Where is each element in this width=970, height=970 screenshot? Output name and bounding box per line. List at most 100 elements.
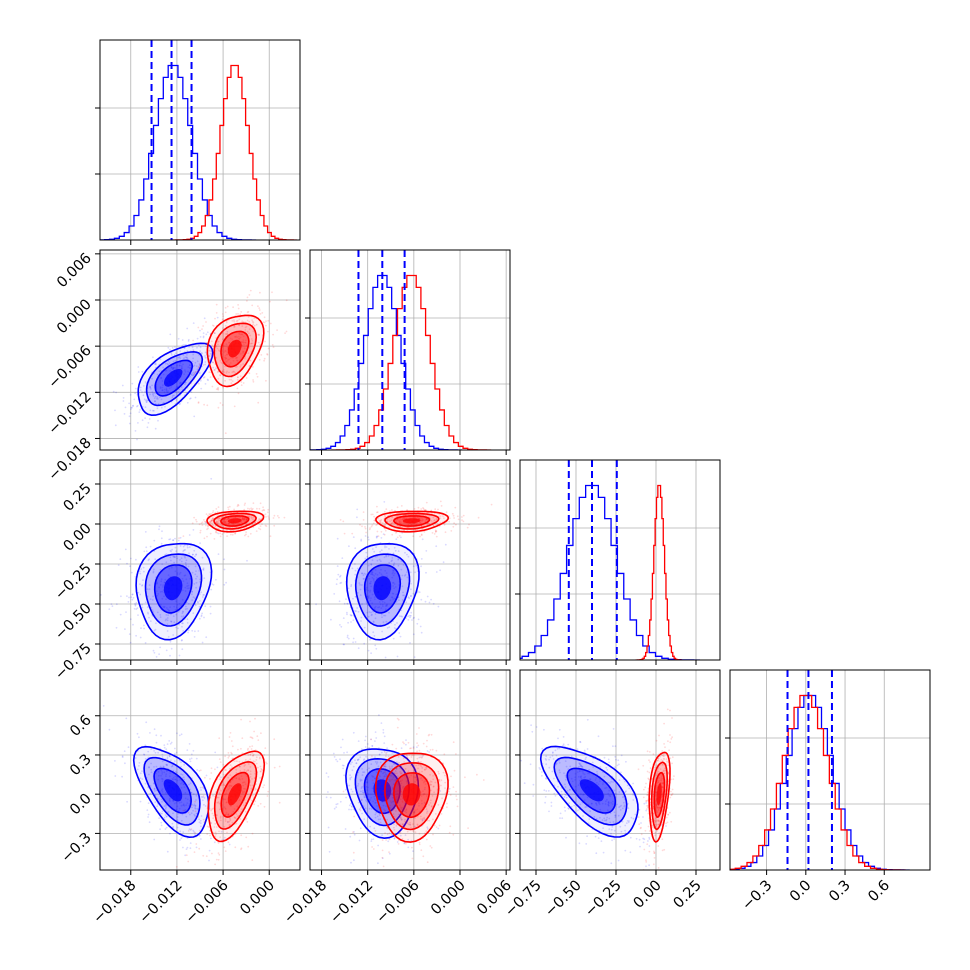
scatter-point [395, 796, 398, 798]
scatter-point [173, 605, 176, 608]
scatter-point [222, 521, 225, 523]
scatter-point [201, 524, 204, 526]
scatter-point [144, 744, 147, 747]
scatter-point [136, 438, 138, 441]
scatter-point [162, 584, 165, 586]
scatter-point [249, 754, 252, 756]
scatter-point [398, 793, 401, 795]
scatter-point [258, 334, 260, 336]
scatter-point [175, 600, 178, 603]
scatter-point [357, 758, 360, 761]
scatter-point [254, 772, 256, 775]
scatter-point [360, 787, 363, 789]
scatter-point [364, 535, 367, 537]
scatter-point [541, 747, 544, 750]
scatter-point [210, 588, 213, 591]
scatter-point [399, 830, 401, 833]
scatter-point [373, 515, 375, 518]
scatter-point [598, 801, 601, 804]
scatter-point [134, 603, 136, 605]
scatter-point [231, 533, 234, 536]
joint-3-2 [520, 708, 675, 870]
scatter-point [192, 349, 195, 351]
scatter-point [224, 324, 227, 327]
scatter-point [260, 732, 262, 735]
scatter-point [215, 345, 218, 348]
scatter-point [356, 607, 359, 609]
scatter-point [197, 365, 200, 368]
scatter-point [652, 863, 655, 866]
scatter-point [341, 764, 344, 767]
scatter-point [655, 791, 658, 794]
scatter-point [407, 555, 410, 558]
scatter-point [124, 762, 126, 765]
scatter-point [414, 776, 417, 778]
scatter-point [654, 820, 657, 822]
scatter-point [152, 595, 155, 598]
scatter-point [405, 842, 407, 845]
scatter-point [144, 757, 147, 760]
scatter-point [482, 779, 485, 781]
scatter-point [232, 370, 235, 373]
scatter-point [219, 816, 222, 819]
scatter-point [233, 516, 236, 519]
scatter-point [246, 296, 249, 299]
scatter-point [585, 805, 588, 808]
scatter-point [228, 522, 231, 525]
scatter-point [199, 379, 202, 382]
scatter-point [360, 620, 362, 622]
scatter-point [249, 770, 252, 773]
scatter-point [403, 761, 406, 763]
scatter-point [220, 784, 223, 787]
scatter-point [213, 538, 216, 540]
scatter-point [411, 523, 414, 526]
scatter-point [374, 613, 377, 615]
scatter-point [613, 838, 616, 840]
y-tick-label: 0.3 [67, 751, 95, 779]
scatter-point [199, 531, 202, 534]
scatter-point [191, 346, 194, 349]
scatter-point [222, 315, 225, 318]
scatter-point [205, 521, 207, 524]
scatter-point [418, 517, 421, 520]
scatter-point [412, 747, 415, 750]
scatter-point [148, 773, 150, 776]
scatter-point [467, 827, 469, 829]
scatter-point [647, 840, 649, 842]
scatter-point [216, 766, 219, 769]
scatter-point [603, 819, 606, 822]
scatter-point [439, 500, 442, 503]
scatter-point [621, 807, 624, 810]
scatter-point [419, 521, 422, 524]
scatter-point [217, 521, 219, 523]
scatter-point [125, 717, 128, 720]
scatter-point [622, 801, 625, 804]
scatter-point [392, 813, 395, 815]
scatter-point [612, 781, 614, 783]
scatter-point [214, 526, 216, 528]
scatter-point [201, 596, 204, 598]
scatter-point [185, 356, 188, 359]
scatter-point [394, 623, 396, 626]
scatter-point [405, 809, 408, 811]
contour-red [402, 518, 421, 524]
scatter-point [241, 778, 244, 780]
scatter-point [452, 525, 455, 528]
scatter-point [228, 824, 231, 826]
scatter-point [370, 563, 373, 566]
scatter-point [230, 533, 232, 536]
scatter-point [439, 569, 441, 572]
scatter-point [327, 791, 329, 793]
scatter-point [227, 776, 230, 779]
scatter-point [360, 779, 363, 781]
scatter-point [350, 776, 353, 779]
scatter-point [126, 562, 128, 565]
scatter-point [253, 324, 256, 327]
scatter-point [174, 608, 177, 611]
scatter-point [185, 565, 188, 567]
scatter-point [375, 737, 378, 739]
scatter-point [551, 755, 554, 757]
scatter-point [193, 372, 196, 374]
scatter-point [389, 510, 391, 513]
scatter-point [238, 324, 241, 327]
